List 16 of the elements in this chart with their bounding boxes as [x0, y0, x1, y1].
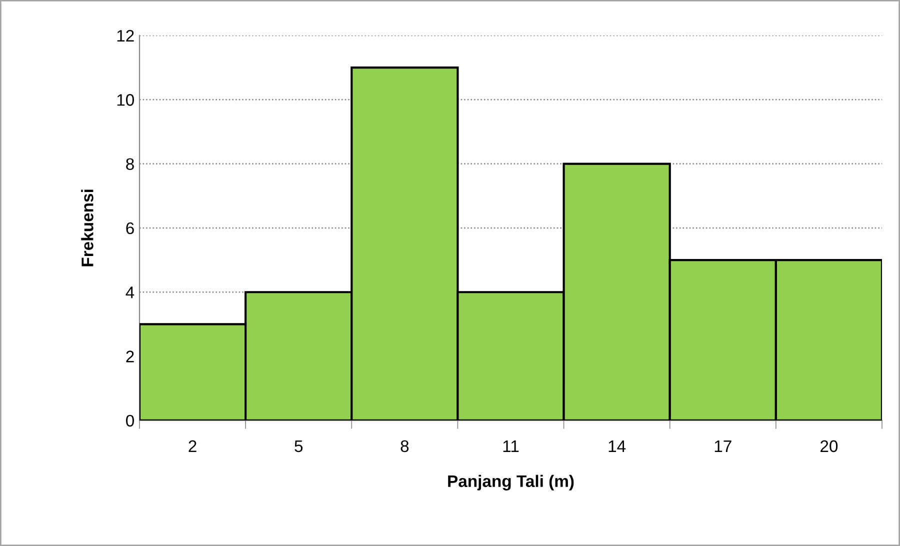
y-axis-title: Frekuensi [81, 190, 94, 266]
x-axis-title: Panjang Tali (m) [448, 474, 574, 490]
x-tick-label: 14 [608, 440, 626, 452]
y-tick-label: 4 [126, 286, 134, 298]
y-tick-label: 0 [126, 414, 134, 427]
y-tick-label: 10 [117, 94, 134, 106]
x-tick-label: 17 [714, 440, 732, 452]
y-tick-label: 6 [126, 222, 134, 234]
y-tick-label: 12 [117, 30, 134, 42]
x-tick-label: 20 [820, 440, 838, 452]
x-tick-label: 2 [188, 440, 196, 452]
x-tick-label: 5 [294, 440, 303, 452]
y-tick-label: 2 [126, 350, 134, 362]
x-tick-label: 8 [400, 440, 409, 452]
y-tick-label: 8 [126, 158, 134, 170]
x-tick-label: 11 [503, 440, 519, 452]
